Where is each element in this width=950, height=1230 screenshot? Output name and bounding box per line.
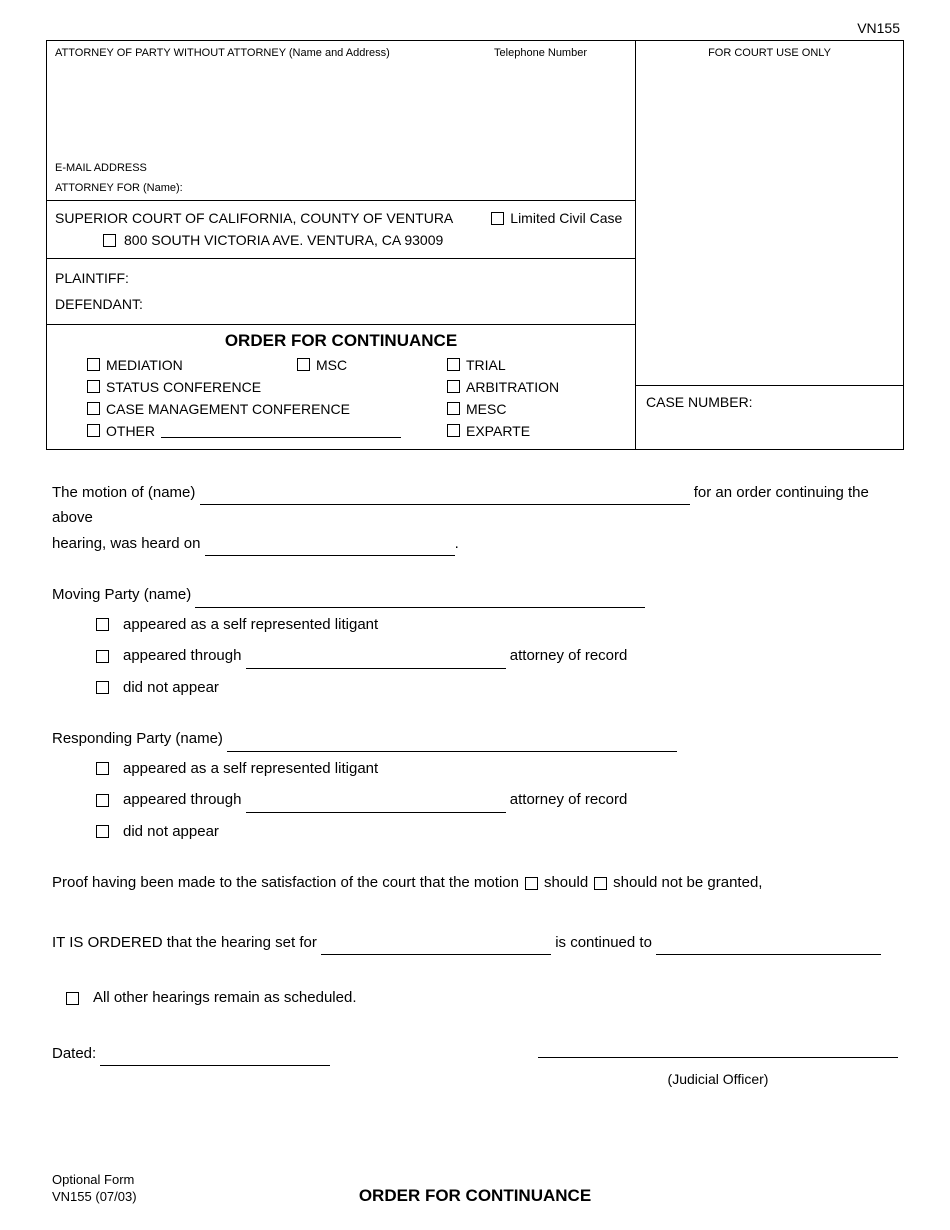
defendant-label: DEFENDANT: xyxy=(55,291,627,318)
mp-self-rep-label: appeared as a self represented litigant xyxy=(123,612,378,638)
exparte-label: EXPARTE xyxy=(466,423,530,439)
court-address-checkbox[interactable] xyxy=(103,234,116,247)
continued-to-blank[interactable] xyxy=(656,941,881,955)
body-section: The motion of (name) for an order contin… xyxy=(46,450,904,1092)
trial-label: TRIAL xyxy=(466,357,506,373)
header-left-column: ATTORNEY OF PARTY WITHOUT ATTORNEY (Name… xyxy=(47,41,636,449)
other-label: OTHER xyxy=(106,423,155,439)
all-other-hearings-label: All other hearings remain as scheduled. xyxy=(93,985,356,1011)
mesc-checkbox[interactable] xyxy=(447,402,460,415)
form-code-top: VN155 xyxy=(46,20,904,36)
mp-appeared-through-checkbox[interactable] xyxy=(96,650,109,663)
mp-appeared-through-prefix: appeared through xyxy=(123,647,246,664)
moving-party-block: Moving Party (name) appeared as a self r… xyxy=(52,582,898,700)
rp-attorney-blank[interactable] xyxy=(246,799,506,813)
attorney-cell: ATTORNEY OF PARTY WITHOUT ATTORNEY (Name… xyxy=(47,41,635,201)
header-right-column: FOR COURT USE ONLY CASE NUMBER: xyxy=(636,41,903,449)
limited-civil-checkbox[interactable] xyxy=(491,212,504,225)
judicial-officer-caption: (Judicial Officer) xyxy=(538,1068,898,1092)
cmc-checkbox[interactable] xyxy=(87,402,100,415)
form-title: ORDER FOR CONTINUANCE xyxy=(55,331,627,351)
rp-did-not-appear-checkbox[interactable] xyxy=(96,825,109,838)
motion-name-blank[interactable] xyxy=(200,491,690,505)
rp-appeared-through-prefix: appeared through xyxy=(123,791,246,808)
mesc-label: MESC xyxy=(466,401,506,417)
attorney-label: ATTORNEY OF PARTY WITHOUT ATTORNEY (Name… xyxy=(55,47,390,59)
rp-appeared-through-suffix: attorney of record xyxy=(506,791,628,808)
rp-self-rep-checkbox[interactable] xyxy=(96,762,109,775)
email-label: E-MAIL ADDRESS xyxy=(55,162,147,174)
mp-did-not-appear-label: did not appear xyxy=(123,675,219,701)
telephone-label: Telephone Number xyxy=(494,47,627,59)
attorney-for-label: ATTORNEY FOR (Name): xyxy=(55,182,183,194)
mediation-label: MEDIATION xyxy=(106,357,183,373)
rp-did-not-appear-label: did not appear xyxy=(123,819,219,845)
cmc-label: CASE MANAGEMENT CONFERENCE xyxy=(106,401,350,417)
plaintiff-label: PLAINTIFF: xyxy=(55,265,627,292)
should-label: should xyxy=(544,870,588,896)
hearing-heard-prefix: hearing, was heard on xyxy=(52,535,205,552)
proof-prefix: Proof having been made to the satisfacti… xyxy=(52,870,519,896)
should-not-checkbox[interactable] xyxy=(594,877,607,890)
limited-civil-label: Limited Civil Case xyxy=(510,207,622,229)
form-rev-label: VN155 (07/03) xyxy=(52,1189,302,1206)
title-cell: ORDER FOR CONTINUANCE MEDIATION MSC TRIA… xyxy=(47,325,635,449)
dated-label: Dated: xyxy=(52,1045,100,1062)
proof-line: Proof having been made to the satisfacti… xyxy=(52,870,898,896)
mediation-checkbox[interactable] xyxy=(87,358,100,371)
optional-form-label: Optional Form xyxy=(52,1172,302,1189)
parties-cell: PLAINTIFF: DEFENDANT: xyxy=(47,259,635,325)
all-other-hearings-checkbox[interactable] xyxy=(66,992,79,1005)
mp-self-rep-checkbox[interactable] xyxy=(96,618,109,631)
header-box: ATTORNEY OF PARTY WITHOUT ATTORNEY (Name… xyxy=(46,40,904,450)
court-address: 800 SOUTH VICTORIA AVE. VENTURA, CA 9300… xyxy=(124,229,443,251)
responding-party-blank[interactable] xyxy=(227,738,677,752)
ordered-prefix: IT IS ORDERED that the hearing set for xyxy=(52,934,321,951)
status-conf-label: STATUS CONFERENCE xyxy=(106,379,261,395)
judicial-officer-signature-line[interactable] xyxy=(538,1044,898,1058)
court-name: SUPERIOR COURT OF CALIFORNIA, COUNTY OF … xyxy=(55,207,453,229)
status-conf-checkbox[interactable] xyxy=(87,380,100,393)
responding-party-block: Responding Party (name) appeared as a se… xyxy=(52,726,898,844)
msc-checkbox[interactable] xyxy=(297,358,310,371)
mp-appeared-through-suffix: attorney of record xyxy=(506,647,628,664)
period: . xyxy=(455,535,459,552)
rp-self-rep-label: appeared as a self represented litigant xyxy=(123,756,378,782)
mp-did-not-appear-checkbox[interactable] xyxy=(96,681,109,694)
court-cell: SUPERIOR COURT OF CALIFORNIA, COUNTY OF … xyxy=(47,201,635,259)
moving-party-blank[interactable] xyxy=(195,594,645,608)
ordered-mid: is continued to xyxy=(555,934,656,951)
other-blank[interactable] xyxy=(161,424,401,438)
footer-title: ORDER FOR CONTINUANCE xyxy=(302,1186,648,1206)
footer: Optional Form VN155 (07/03) ORDER FOR CO… xyxy=(46,1172,904,1206)
msc-label: MSC xyxy=(316,357,347,373)
ordered-line: IT IS ORDERED that the hearing set for i… xyxy=(52,930,898,956)
motion-of-prefix: The motion of (name) xyxy=(52,484,200,501)
dated-blank[interactable] xyxy=(100,1052,330,1066)
court-use-cell: FOR COURT USE ONLY xyxy=(636,41,903,386)
all-other-hearings-row: All other hearings remain as scheduled. xyxy=(52,985,898,1011)
trial-checkbox[interactable] xyxy=(447,358,460,371)
arbitration-checkbox[interactable] xyxy=(447,380,460,393)
case-number-cell: CASE NUMBER: xyxy=(636,386,903,449)
signature-row: Dated: (Judicial Officer) xyxy=(52,1041,898,1092)
hearing-set-for-blank[interactable] xyxy=(321,941,551,955)
arbitration-label: ARBITRATION xyxy=(466,379,559,395)
rp-appeared-through-checkbox[interactable] xyxy=(96,794,109,807)
motion-paragraph: The motion of (name) for an order contin… xyxy=(52,480,898,557)
responding-party-label: Responding Party (name) xyxy=(52,730,227,747)
hearing-date-blank[interactable] xyxy=(205,542,455,556)
other-checkbox[interactable] xyxy=(87,424,100,437)
should-checkbox[interactable] xyxy=(525,877,538,890)
mp-attorney-blank[interactable] xyxy=(246,655,506,669)
exparte-checkbox[interactable] xyxy=(447,424,460,437)
should-not-label: should not be granted, xyxy=(613,870,762,896)
moving-party-label: Moving Party (name) xyxy=(52,586,195,603)
